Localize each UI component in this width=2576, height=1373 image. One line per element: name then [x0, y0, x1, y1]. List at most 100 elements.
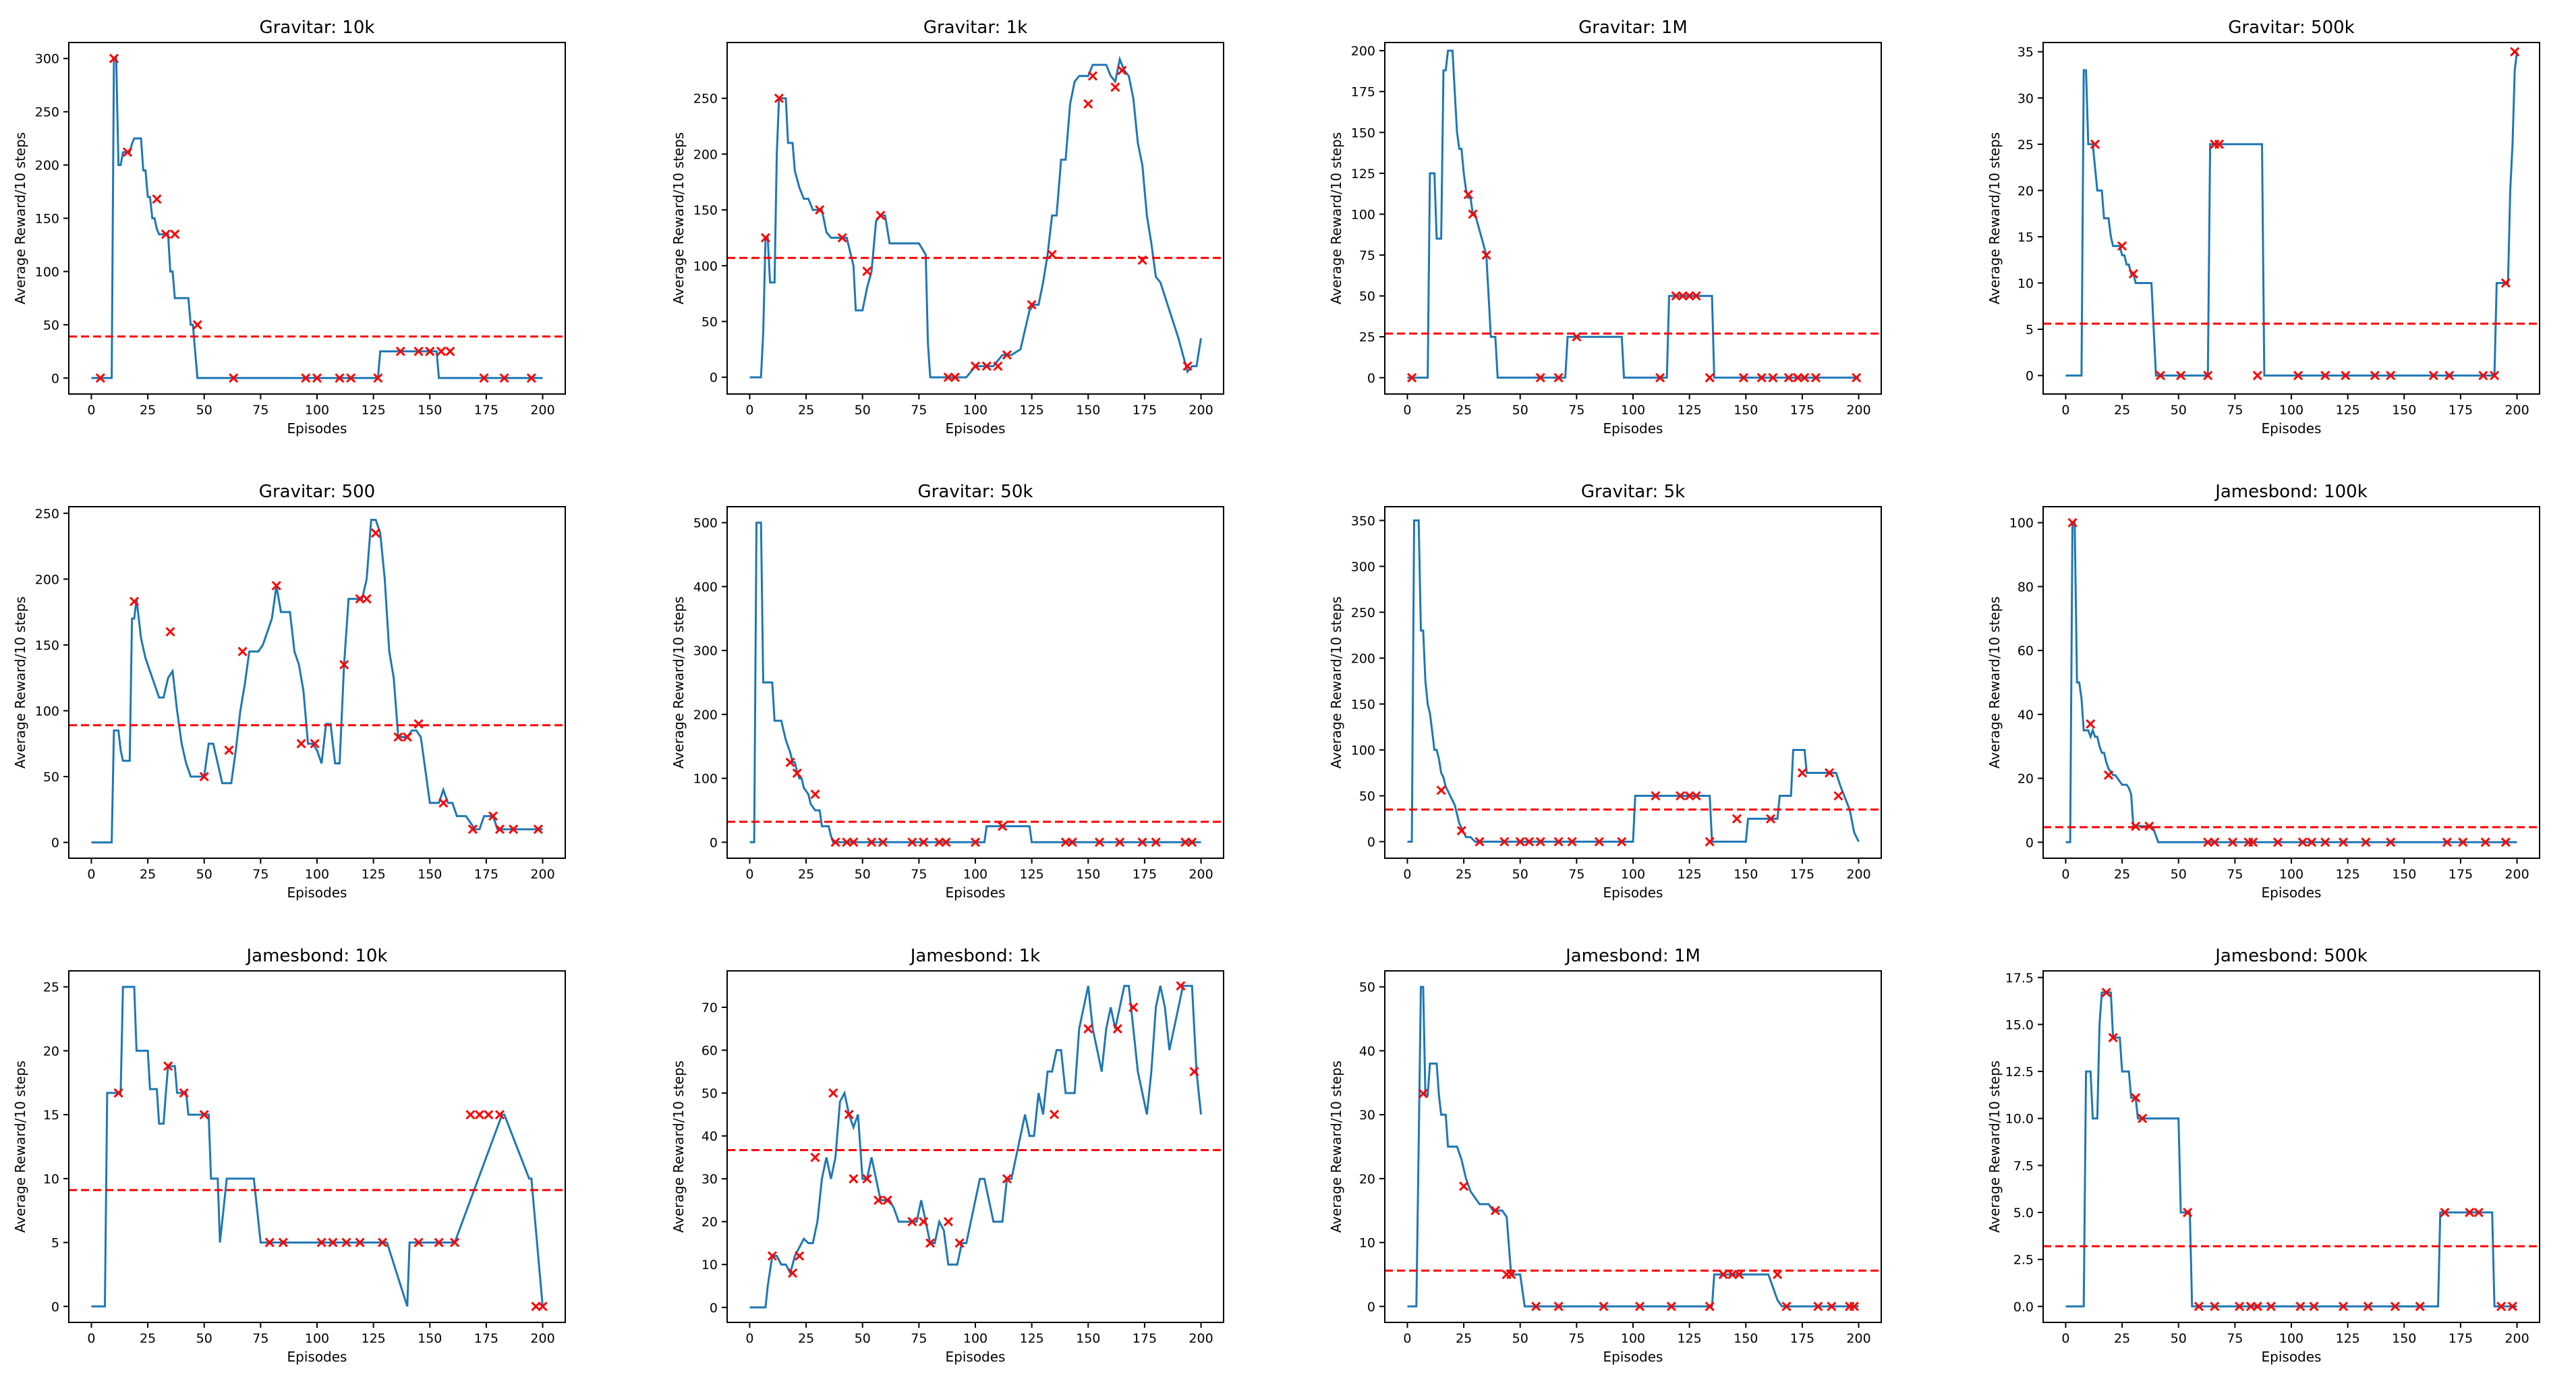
- x-tick-label: 75: [911, 1331, 927, 1346]
- x-tick-label: 100: [963, 867, 988, 882]
- data-marker: [2108, 1032, 2118, 1042]
- x-tick-label: 150: [418, 867, 442, 882]
- subplot-3: Gravitar: 1M 0 25 50 75 100 125 150 175 200 0 25 50 7…: [1328, 18, 1882, 437]
- data-marker: [1087, 71, 1098, 81]
- data-marker: [2138, 1113, 2148, 1123]
- x-tick-label: 25: [140, 403, 156, 418]
- data-marker: [844, 1109, 854, 1119]
- x-tick-label: 150: [1076, 1331, 1100, 1346]
- data-marker: [425, 346, 435, 356]
- data-marker: [413, 1237, 424, 1248]
- data-marker: [981, 361, 992, 371]
- x-axis-label: Episodes: [287, 1349, 347, 1365]
- x-tick-label: 50: [855, 403, 871, 418]
- data-marker: [1783, 372, 1794, 383]
- data-marker: [296, 739, 306, 749]
- data-marker: [129, 596, 140, 607]
- x-tick-label: 150: [1734, 1331, 1758, 1346]
- x-tick-label: 175: [1133, 867, 1157, 882]
- data-marker: [1027, 300, 1037, 310]
- x-axis-label: Episodes: [946, 885, 1006, 901]
- y-tick-label: 100: [2009, 516, 2034, 531]
- y-tick-label: 35: [2017, 45, 2034, 60]
- data-marker: [278, 1237, 288, 1248]
- data-marker: [1705, 1301, 1715, 1312]
- y-tick-label: 75: [1359, 248, 1375, 263]
- x-tick-label: 25: [798, 1331, 814, 1346]
- x-tick-label: 50: [855, 1331, 871, 1346]
- x-tick-label: 0: [2061, 403, 2069, 418]
- y-tick-label: 10: [43, 1172, 59, 1187]
- data-marker: [1436, 785, 1446, 795]
- data-marker: [1594, 837, 1604, 847]
- data-marker: [2338, 837, 2349, 847]
- data-marker: [2101, 987, 2111, 998]
- data-marker: [792, 768, 802, 779]
- x-tick-label: 125: [1020, 1331, 1044, 1346]
- data-marker: [830, 837, 840, 847]
- x-tick-label: 100: [2279, 1331, 2303, 1346]
- x-tick-label: 175: [2449, 403, 2473, 418]
- data-marker: [2473, 1207, 2484, 1218]
- y-tick-label: 30: [702, 1172, 718, 1187]
- x-tick-label: 75: [1568, 1331, 1584, 1346]
- y-tick-label: 50: [702, 314, 718, 329]
- data-marker: [950, 372, 960, 383]
- data-marker: [970, 837, 981, 847]
- data-marker: [122, 147, 133, 157]
- y-tick-label: 200: [693, 708, 718, 723]
- data-marker: [199, 771, 209, 782]
- data-series-line: [2065, 522, 2517, 843]
- data-marker: [113, 1088, 123, 1098]
- y-axis-label: Average Reward/10 steps: [1986, 596, 2003, 768]
- x-tick-label: 175: [474, 867, 498, 882]
- data-marker: [170, 229, 180, 240]
- data-series-line: [91, 57, 543, 379]
- y-tick-label: 250: [693, 92, 718, 107]
- y-axis-label: Average Reward/10 steps: [1986, 1061, 2003, 1233]
- subplot-title: Jamesbond: 1k: [909, 946, 1041, 966]
- y-tick-label: 0: [51, 371, 59, 386]
- data-marker: [1691, 791, 1701, 801]
- data-marker: [925, 1238, 936, 1248]
- y-tick-label: 10: [1359, 1236, 1375, 1251]
- y-tick-label: 100: [693, 259, 718, 274]
- data-marker: [264, 1237, 275, 1248]
- x-tick-label: 175: [1133, 1331, 1157, 1346]
- data-marker: [1110, 82, 1120, 92]
- data-marker: [1567, 837, 1577, 847]
- y-tick-label: 30: [2017, 91, 2034, 106]
- data-marker: [434, 1237, 444, 1248]
- x-tick-label: 125: [1678, 1331, 1702, 1346]
- data-marker: [2480, 837, 2490, 847]
- x-tick-label: 125: [362, 1331, 386, 1346]
- data-marker: [810, 789, 820, 800]
- x-tick-label: 125: [1678, 867, 1702, 882]
- data-series-line: [2065, 51, 2518, 377]
- data-marker: [450, 1237, 460, 1248]
- data-marker: [2320, 370, 2330, 381]
- data-marker: [943, 1216, 953, 1227]
- data-marker: [785, 757, 795, 767]
- x-tick-label: 0: [2061, 1331, 2069, 1346]
- data-marker: [1651, 791, 1661, 801]
- data-marker: [2465, 1207, 2475, 1218]
- data-marker: [395, 346, 405, 356]
- data-marker: [1849, 1301, 1859, 1312]
- y-tick-label: 0: [51, 1299, 59, 1314]
- y-tick-label: 5: [2026, 323, 2034, 337]
- data-marker: [1002, 1174, 1012, 1184]
- y-tick-label: 25: [1359, 330, 1375, 345]
- y-tick-label: 0: [51, 836, 59, 851]
- subplot-title: Jamesbond: 1M: [1564, 946, 1700, 966]
- data-marker: [2227, 837, 2238, 847]
- x-tick-label: 100: [305, 1331, 329, 1346]
- x-tick-label: 0: [1403, 867, 1411, 882]
- x-tick-label: 25: [798, 867, 814, 882]
- x-tick-label: 50: [2171, 403, 2187, 418]
- data-marker: [1524, 837, 1535, 847]
- data-marker: [2478, 370, 2488, 381]
- data-marker: [2361, 837, 2371, 847]
- x-tick-label: 125: [2336, 867, 2360, 882]
